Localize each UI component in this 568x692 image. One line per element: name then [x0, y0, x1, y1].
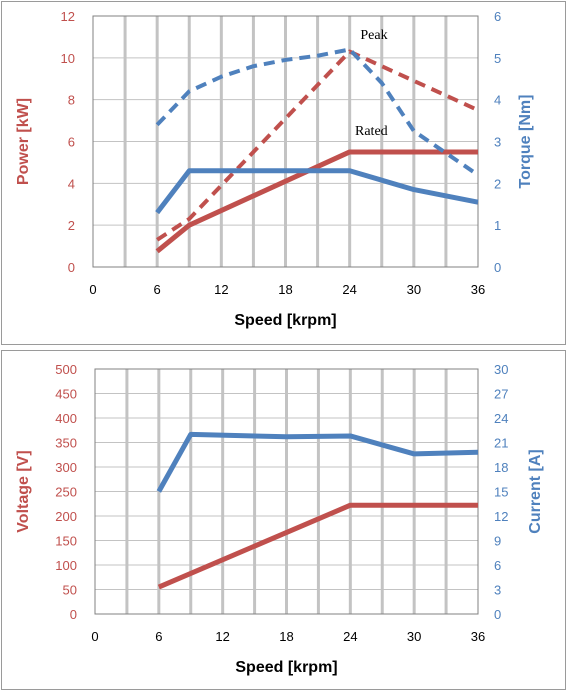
y-right-tick-label: 18: [494, 460, 508, 475]
y-right-tick-label: 6: [494, 558, 501, 573]
y-right-tick-label: 15: [494, 485, 508, 500]
series-line-left-solid: [157, 502, 478, 590]
x-tick-label: 0: [91, 629, 98, 644]
x-tick-label: 24: [343, 629, 357, 644]
y-left-tick-label: 6: [68, 135, 75, 150]
y-left-tick-label: 12: [61, 9, 75, 24]
x-tick-label: 36: [471, 629, 485, 644]
y-left-tick-label: 2: [68, 218, 75, 233]
y-right-axis-title: Current [A]: [527, 449, 544, 533]
y-left-tick-label: 150: [55, 534, 77, 549]
grid: [93, 16, 478, 267]
y-right-tick-label: 5: [494, 51, 501, 66]
x-tick-label: 6: [155, 629, 162, 644]
y-right-tick-label: 0: [494, 607, 501, 622]
y-left-tick-label: 0: [68, 260, 75, 275]
y-left-tick-label: 100: [55, 558, 77, 573]
x-axis-title: Speed [krpm]: [234, 312, 336, 329]
y-right-tick-label: 27: [494, 387, 508, 402]
y-left-tick-label: 4: [68, 176, 75, 191]
x-tick-label: 6: [154, 282, 161, 297]
y-left-axis-title: Power [kW]: [15, 98, 32, 185]
series-line-right-solid: [156, 431, 479, 493]
x-tick-label: 12: [214, 282, 228, 297]
annotation-label: Peak: [360, 28, 387, 43]
y-right-tick-label: 24: [494, 411, 508, 426]
x-tick-label: 18: [278, 282, 292, 297]
y-left-tick-label: 50: [63, 583, 77, 598]
series-line-right-dashed: [155, 47, 480, 177]
y-right-axis-title: Torque [Nm]: [517, 95, 534, 189]
y-left-tick-label: 350: [55, 436, 77, 451]
grid: [95, 369, 478, 614]
x-tick-label: 24: [342, 282, 356, 297]
x-tick-label: 0: [89, 282, 96, 297]
y-left-tick-label: 0: [70, 607, 77, 622]
y-right-tick-label: 0: [494, 260, 501, 275]
y-left-axis-title: Voltage [V]: [15, 450, 32, 532]
x-tick-label: 18: [279, 629, 293, 644]
y-right-tick-label: 1: [494, 218, 501, 233]
y-right-tick-label: 30: [494, 362, 508, 377]
y-left-tick-label: 450: [55, 387, 77, 402]
y-left-tick-label: 250: [55, 485, 77, 500]
x-tick-label: 30: [407, 282, 421, 297]
plot-area-frame: [92, 15, 479, 268]
y-right-tick-label: 12: [494, 509, 508, 524]
x-tick-label: 36: [471, 282, 485, 297]
plot-area-frame: [94, 368, 479, 615]
y-right-tick-label: 21: [494, 436, 508, 451]
x-tick-label: 12: [215, 629, 229, 644]
y-left-tick-label: 200: [55, 509, 77, 524]
y-left-tick-label: 10: [61, 51, 75, 66]
y-left-tick-label: 8: [68, 93, 75, 108]
y-right-tick-label: 2: [494, 176, 501, 191]
series-line-left-dashed: [156, 49, 479, 242]
x-axis-title: Speed [krpm]: [235, 659, 337, 676]
y-right-tick-label: 9: [494, 534, 501, 549]
series-line-right-solid: [155, 168, 479, 215]
series-line-left-solid: [155, 149, 478, 254]
y-right-tick-label: 3: [494, 583, 501, 598]
x-tick-label: 30: [407, 629, 421, 644]
y-right-tick-label: 6: [494, 9, 501, 24]
y-left-tick-label: 300: [55, 460, 77, 475]
y-left-tick-label: 500: [55, 362, 77, 377]
y-left-tick-label: 400: [55, 411, 77, 426]
y-right-tick-label: 4: [494, 93, 501, 108]
annotation-label: Rated: [355, 124, 388, 139]
y-right-tick-label: 3: [494, 135, 501, 150]
